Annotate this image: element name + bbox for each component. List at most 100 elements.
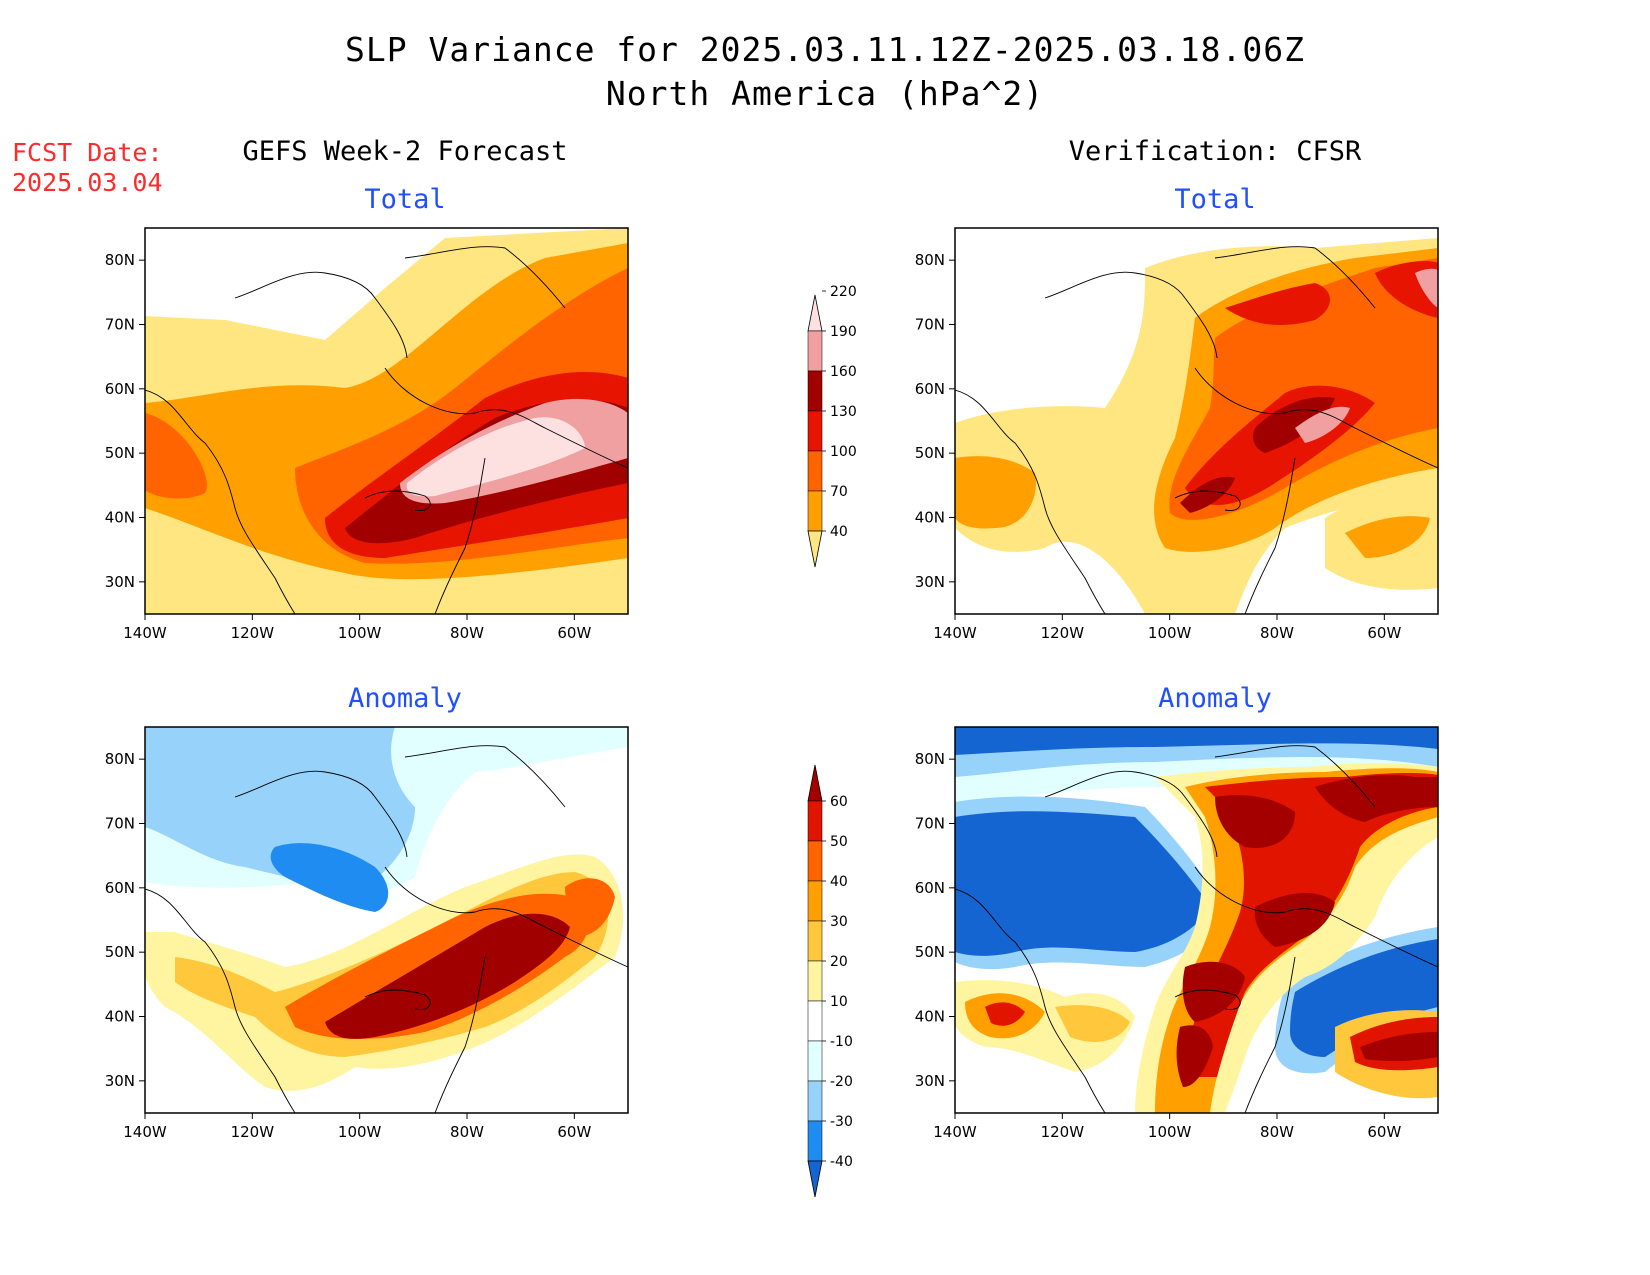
colorbar-label: 160	[830, 364, 857, 380]
verif-total-map: 80N 70N 60N 50N 40N 30N 140W 120W 100W 80W 60W	[915, 227, 1439, 642]
lat-label: 30N	[915, 573, 945, 591]
verif-total-title: Total	[1174, 184, 1256, 215]
lon-label: 60W	[1367, 1123, 1401, 1141]
lat-label: 40N	[915, 509, 945, 527]
lon-label: 120W	[231, 1123, 275, 1141]
colorbar-label: 40	[830, 874, 848, 890]
colorbar-label: 20	[830, 954, 848, 970]
colorbar-segment	[807, 330, 823, 372]
lon-label: 120W	[1041, 624, 1085, 642]
verif-anomaly-map: 80N 70N 60N 50N 40N 30N 140W 120W 100W 80W 60W	[915, 726, 1439, 1141]
lon-label: 140W	[933, 624, 977, 642]
map-frame	[144, 227, 629, 615]
verif-total-shading	[955, 228, 1438, 614]
lon-label: 100W	[1148, 624, 1192, 642]
fcst-date-label: FCST Date:	[12, 138, 163, 167]
colorbar-segment	[807, 1120, 823, 1162]
map-frame	[144, 726, 629, 1114]
verif-anomaly-shading	[955, 727, 1438, 1113]
coastline-outline	[955, 246, 1438, 614]
colorbar-bottom-arrow	[807, 530, 823, 568]
lon-label: 80W	[1260, 1123, 1294, 1141]
fcst-date-value: 2025.03.04	[12, 168, 163, 197]
colorbar-segment	[807, 370, 823, 412]
lat-label: 50N	[105, 444, 135, 462]
lat-label: 80N	[105, 750, 135, 768]
lat-label: 70N	[105, 815, 135, 833]
lat-label: 30N	[915, 1072, 945, 1090]
lat-label: 80N	[105, 251, 135, 269]
lon-label: 100W	[338, 1123, 382, 1141]
colorbar-segment	[807, 800, 823, 842]
colorbar-segment	[807, 1080, 823, 1122]
colorbar-segment	[807, 410, 823, 452]
anomaly-colorbar: -40 -30 -20 -10 10 20 30 40 50 60	[807, 764, 853, 1198]
lon-label: 60W	[557, 624, 591, 642]
colorbar-label: 220	[830, 284, 857, 300]
verification-column-header: Verification: CFSR	[1068, 136, 1362, 167]
colorbar-label: 190	[830, 324, 857, 340]
colorbar-label: 30	[830, 914, 848, 930]
colorbar-segment	[807, 960, 823, 1002]
colorbar-label: 10	[830, 994, 848, 1010]
verif-anomaly-title: Anomaly	[1158, 683, 1272, 714]
colorbar-label: -40	[830, 1154, 853, 1170]
forecast-anomaly-title: Anomaly	[348, 683, 462, 714]
colorbar-segment	[807, 490, 823, 532]
coastline-outline	[955, 745, 1438, 1113]
lat-label: 70N	[105, 316, 135, 334]
colorbar-label: 50	[830, 834, 848, 850]
forecast-total-map: 80N 70N 60N 50N 40N 30N 140W 120W 100W 80W 60W	[105, 227, 629, 642]
lat-label: 80N	[915, 251, 945, 269]
forecast-total-title: Total	[364, 184, 446, 215]
colorbar-label: 70	[830, 484, 848, 500]
lat-label: 50N	[105, 943, 135, 961]
lon-label: 60W	[557, 1123, 591, 1141]
lat-label: 30N	[105, 1072, 135, 1090]
total-colorbar: 40 70 100 130 160 190 220	[807, 284, 857, 568]
lat-label: 40N	[105, 1008, 135, 1026]
lon-label: 120W	[1041, 1123, 1085, 1141]
lat-label: 70N	[915, 316, 945, 334]
lon-label: 120W	[231, 624, 275, 642]
forecast-anomaly-shading	[145, 727, 628, 1113]
lon-label: 140W	[123, 1123, 167, 1141]
colorbar-segment	[807, 840, 823, 882]
colorbar-label: -10	[830, 1034, 853, 1050]
lat-label: 60N	[105, 380, 135, 398]
forecast-total-shading	[145, 228, 628, 614]
lon-label: 60W	[1367, 624, 1401, 642]
colorbar-top-arrow	[807, 764, 823, 802]
main-title: SLP Variance for 2025.03.11.12Z-2025.03.…	[345, 30, 1305, 69]
lat-label: 80N	[915, 750, 945, 768]
forecast-column-header: GEFS Week-2 Forecast	[242, 136, 568, 167]
colorbar-label: 100	[830, 444, 857, 460]
colorbar-label: 130	[830, 404, 857, 420]
colorbar-segment	[807, 880, 823, 922]
fcst-date-block: FCST Date: 2025.03.04	[12, 138, 163, 198]
colorbar-segment	[807, 1040, 823, 1082]
colorbar-top-arrow	[807, 294, 823, 332]
lon-label: 80W	[450, 624, 484, 642]
colorbar-bottom-arrow	[807, 1160, 823, 1198]
lon-label: 140W	[123, 624, 167, 642]
lat-label: 60N	[915, 879, 945, 897]
lat-label: 60N	[105, 879, 135, 897]
lat-label: 40N	[915, 1008, 945, 1026]
colorbar-segment	[807, 920, 823, 962]
lon-label: 80W	[1260, 624, 1294, 642]
lat-label: 50N	[915, 444, 945, 462]
lon-label: 100W	[1148, 1123, 1192, 1141]
lat-label: 50N	[915, 943, 945, 961]
coastline-outline	[145, 246, 628, 614]
colorbar-label: -20	[830, 1074, 853, 1090]
forecast-anomaly-map: 80N 70N 60N 50N 40N 30N 140W 120W 100W 80W 60W	[105, 726, 629, 1141]
lon-label: 100W	[338, 624, 382, 642]
map-frame	[954, 227, 1439, 615]
lat-label: 60N	[915, 380, 945, 398]
colorbar-segment	[807, 450, 823, 492]
colorbar-label: -30	[830, 1114, 853, 1130]
lon-label: 80W	[450, 1123, 484, 1141]
lon-label: 140W	[933, 1123, 977, 1141]
colorbar-segment	[807, 1000, 823, 1042]
